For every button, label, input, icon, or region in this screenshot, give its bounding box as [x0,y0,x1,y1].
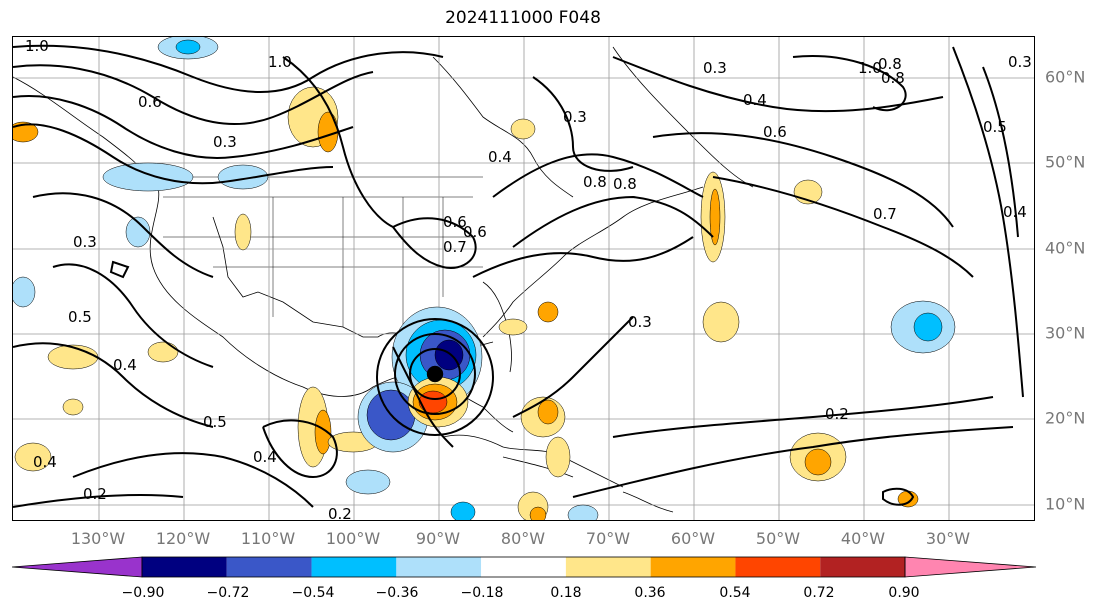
colorbar-segments [12,556,1037,578]
colorbar-tick: −0.72 [206,585,250,601]
contour-label: 0.8 [583,173,607,191]
contour-label: 0.4 [33,453,57,471]
contour-label: 1.0 [268,53,292,71]
colorbar-segment [565,557,651,577]
longitude-label: 90°W [415,529,461,548]
colorbar-tick: 0.72 [803,585,835,601]
colorbar-extend-high [904,556,1037,578]
colorbar-tick: 0.54 [719,585,751,601]
contour-label: 0.4 [743,91,767,109]
colorbar-tick: 0.36 [634,585,666,601]
map-panel: 1.0 1.0 0.8 1.0 0.8 0.6 0.6 0.4 0.3 0.3 … [12,36,1035,521]
contour-label: 0.7 [873,205,897,223]
colorbar-segment [481,557,566,577]
colorbar-tick: 0.18 [550,585,582,601]
graticule [13,37,1034,520]
colorbar-border [141,556,906,578]
contour-label: 0.2 [328,505,352,521]
colorbar-segment [396,557,482,577]
contour-label: 0.3 [563,108,587,126]
colorbar-segment [311,557,397,577]
contour-label: 0.4 [1003,203,1027,221]
colorbar-tick: −0.90 [121,585,165,601]
longitude-label: 100°W [325,529,381,548]
contour-label: 0.2 [825,405,849,423]
contour-lines [13,44,1024,508]
map-canvas: 1.0 1.0 0.8 1.0 0.8 0.6 0.6 0.4 0.3 0.3 … [13,37,1034,521]
colorbar-tick: −0.36 [375,585,419,601]
contour-label: 0.3 [703,59,727,77]
contour-label: 0.6 [443,213,467,231]
contour-label: 0.8 [878,55,902,73]
colorbar-tick: −0.54 [291,585,335,601]
colorbar-segment [650,557,736,577]
colorbar-segment [820,557,905,577]
colorbar-tick: −0.18 [460,585,504,601]
contour-label: 1.0 [858,59,882,77]
contour-label: 0.5 [203,413,227,431]
contour-label-layer: 1.0 1.0 0.8 1.0 0.8 0.6 0.6 0.4 0.3 0.3 … [25,37,1032,521]
colorbar-extend-low [12,556,143,578]
contour-label: 0.6 [138,93,162,111]
contour-label: 0.5 [983,118,1007,136]
contour-label: 0.5 [68,308,92,326]
colorbar-segment [735,557,821,577]
shaded-anomalies [13,37,956,520]
latitude-label: 50°N [1045,152,1086,172]
longitude-label: 130°W [70,529,126,548]
longitude-label: 70°W [585,529,631,548]
contour-label: 0.4 [113,356,137,374]
contour-label: 0.6 [463,223,487,241]
latitude-label: 10°N [1045,494,1086,514]
contour-label: 1.0 [25,37,49,55]
latitude-label: 30°N [1045,323,1086,343]
longitude-label: 110°W [240,529,296,548]
contour-label: 0.3 [1008,53,1032,71]
latitude-label: 40°N [1045,238,1086,258]
latitude-label: 60°N [1045,67,1086,87]
latitude-label: 20°N [1045,408,1086,428]
contour-label: 0.2 [83,485,107,503]
colorbar-segment [142,557,227,577]
map-title: 2024111000 F048 [445,8,601,28]
contour-label: 0.8 [613,175,637,193]
state-borders [163,176,483,347]
longitude-label: 80°W [500,529,546,548]
colorbar-tick: 0.90 [888,585,920,601]
contour-label: 0.8 [881,69,905,87]
longitude-label: 50°W [755,529,801,548]
contour-label: 0.4 [488,148,512,166]
colorbar [12,556,1037,578]
contour-label: 0.4 [253,448,277,466]
longitude-label: 120°W [155,529,211,548]
contour-label: 0.3 [73,233,97,251]
contour-label: 0.7 [443,238,467,256]
contour-label: 0.3 [213,133,237,151]
longitude-label: 40°W [840,529,886,548]
colorbar-segment [226,557,312,577]
longitude-label: 30°W [925,529,971,548]
contour-label: 0.6 [763,123,787,141]
contour-label: 0.3 [628,313,652,331]
longitude-label: 60°W [670,529,716,548]
